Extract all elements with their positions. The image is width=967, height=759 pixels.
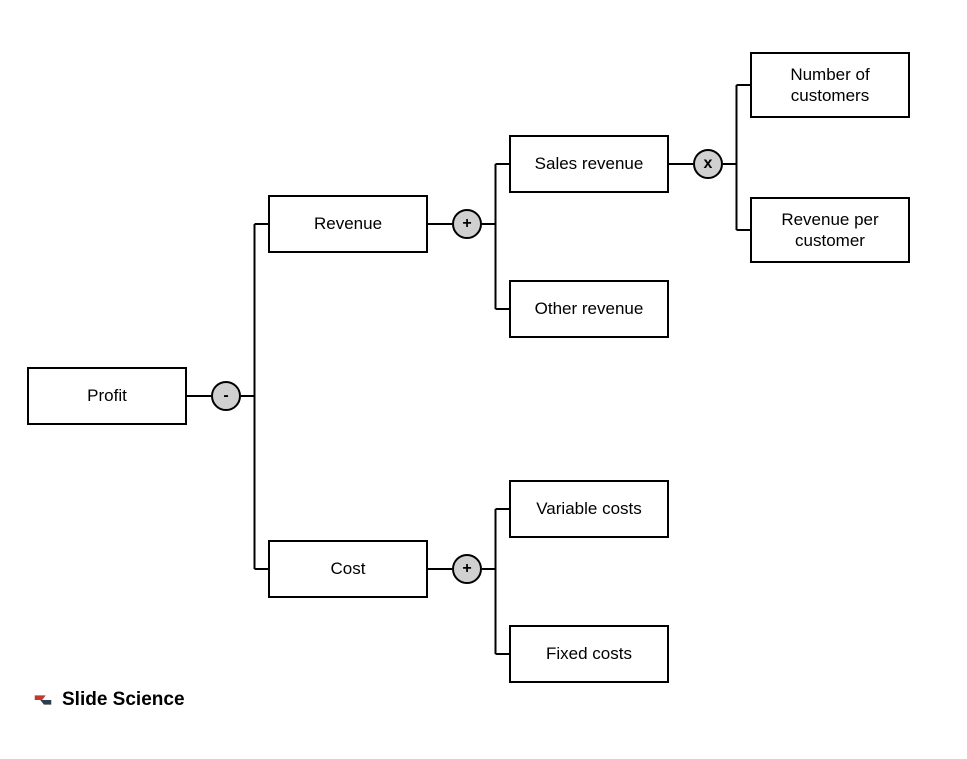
operator-plus-revenue: + bbox=[452, 209, 482, 239]
operator-symbol: x bbox=[704, 155, 713, 173]
node-label: Variable costs bbox=[536, 498, 642, 519]
operator-times: x bbox=[693, 149, 723, 179]
node-label: Number of customers bbox=[758, 64, 902, 107]
node-number-of-customers: Number of customers bbox=[750, 52, 910, 118]
node-variable-costs: Variable costs bbox=[509, 480, 669, 538]
node-other-revenue: Other revenue bbox=[509, 280, 669, 338]
node-label: Revenue bbox=[314, 213, 382, 234]
node-profit: Profit bbox=[27, 367, 187, 425]
operator-minus: - bbox=[211, 381, 241, 411]
node-sales-revenue: Sales revenue bbox=[509, 135, 669, 193]
node-label: Fixed costs bbox=[546, 643, 632, 664]
brand-logo-icon bbox=[32, 689, 54, 711]
node-revenue: Revenue bbox=[268, 195, 428, 253]
brand: Slide Science bbox=[32, 689, 185, 711]
diagram-canvas: Profit Revenue Cost Sales revenue Other … bbox=[0, 0, 967, 759]
brand-text: Slide Science bbox=[62, 689, 185, 711]
node-label: Revenue per customer bbox=[758, 209, 902, 252]
operator-plus-cost: + bbox=[452, 554, 482, 584]
operator-symbol: + bbox=[462, 560, 471, 578]
node-cost: Cost bbox=[268, 540, 428, 598]
node-label: Other revenue bbox=[535, 298, 644, 319]
operator-symbol: - bbox=[223, 387, 228, 405]
node-label: Cost bbox=[331, 558, 366, 579]
node-revenue-per-customer: Revenue per customer bbox=[750, 197, 910, 263]
node-fixed-costs: Fixed costs bbox=[509, 625, 669, 683]
node-label: Sales revenue bbox=[535, 153, 644, 174]
node-label: Profit bbox=[87, 385, 127, 406]
operator-symbol: + bbox=[462, 215, 471, 233]
